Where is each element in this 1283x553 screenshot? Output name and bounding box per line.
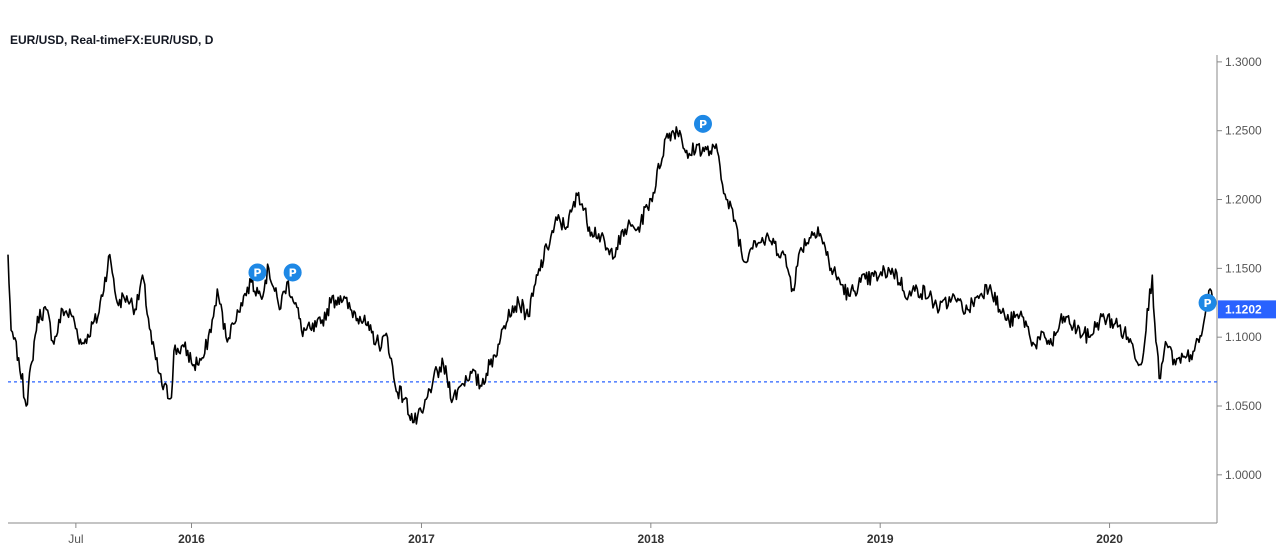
y-tick-label: 1.0000 <box>1225 468 1262 482</box>
event-marker[interactable]: P <box>693 114 712 133</box>
y-tick-label: 1.2500 <box>1225 124 1262 138</box>
event-marker-dot <box>1198 293 1217 312</box>
event-marker-letter: P <box>699 118 707 131</box>
x-axis-ticks: Jul 2016 2017 2018 2019 2020 <box>68 523 1123 546</box>
event-marker-dot <box>693 114 712 133</box>
y-axis-ticks: 1.3000 1.2500 1.2000 1.1500 1.1000 1.0500 1.00… <box>1217 55 1262 482</box>
y-tick-label: 1.2000 <box>1225 193 1262 207</box>
last-price-box <box>1218 300 1276 319</box>
event-marker-letter: P <box>1204 297 1212 310</box>
event-marker[interactable]: P <box>1198 293 1217 312</box>
event-marker-dot <box>248 263 267 282</box>
x-tick-label: 2020 <box>1096 532 1123 546</box>
last-price-label: 1.1202 <box>1218 300 1276 319</box>
x-tick-label: Jul <box>68 532 83 546</box>
y-tick-label: 1.3000 <box>1225 55 1262 69</box>
y-tick-label: 1.1500 <box>1225 261 1262 275</box>
x-tick-label: 2016 <box>178 532 205 546</box>
x-tick-label: 2017 <box>408 532 435 546</box>
event-marker[interactable]: P <box>283 263 302 282</box>
x-tick-label: 2018 <box>637 532 664 546</box>
last-price-text: 1.1202 <box>1225 302 1262 316</box>
x-tick-label: 2019 <box>867 532 894 546</box>
event-marker-dot <box>283 263 302 282</box>
event-marker[interactable]: P <box>248 263 267 282</box>
markers: P P P P <box>248 114 1217 312</box>
y-tick-label: 1.0500 <box>1225 399 1262 413</box>
event-marker-letter: P <box>253 266 261 279</box>
axes <box>8 55 1218 524</box>
event-marker-letter: P <box>289 266 297 279</box>
chart-title: EUR/USD, Real-timeFX:EUR/USD, D <box>10 33 214 47</box>
series-line <box>7 126 1215 425</box>
y-tick-label: 1.1000 <box>1225 330 1262 344</box>
